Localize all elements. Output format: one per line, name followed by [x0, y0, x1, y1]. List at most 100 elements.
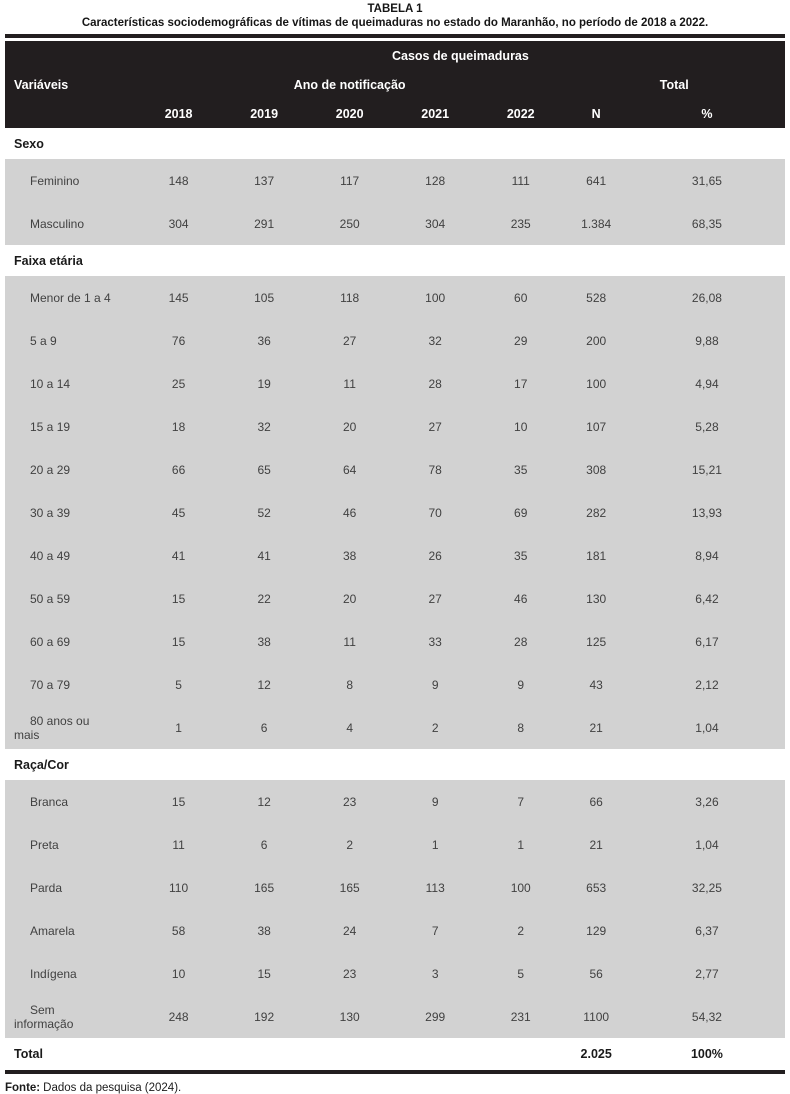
cell-value: 3 [392, 952, 478, 995]
table-row: Feminino 148 137 117 128 111 641 31,65 [5, 159, 785, 202]
year-group-header: Ano de notificação [135, 70, 564, 99]
table-row: Parda 110 165 165 113 100 653 32,25 [5, 866, 785, 909]
table-row: 5 a 9 76 36 27 32 29 200 9,88 [5, 319, 785, 362]
cell-value: 105 [221, 276, 307, 319]
cell-value: 26,08 [628, 276, 785, 319]
row-label: Masculino [5, 202, 136, 245]
row-label: Preta [5, 823, 136, 866]
cell-value: 653 [563, 866, 629, 909]
table-row: Menor de 1 a 4 145 105 118 100 60 528 26,08 [5, 276, 785, 319]
cell-value: 21 [563, 706, 629, 749]
header-blank-cell [5, 99, 136, 128]
cell-value: 250 [306, 202, 393, 245]
source-label: Fonte: [5, 1082, 41, 1094]
cell-value: 9 [477, 663, 564, 706]
cell-value: 308 [563, 448, 629, 491]
cell-value: 26 [392, 534, 478, 577]
cell-value: 3,26 [628, 780, 785, 823]
cell-value: 2 [306, 823, 393, 866]
bottom-rule [5, 1070, 785, 1074]
cell-value: 15,21 [628, 448, 785, 491]
cell-value: 58 [135, 909, 222, 952]
cell-value: 32 [221, 405, 307, 448]
cell-value: 35 [477, 534, 564, 577]
cell-value: 8,94 [628, 534, 785, 577]
table-header: Casos de queimaduras Variáveis Ano de no… [5, 41, 785, 128]
cell-value: 10 [477, 405, 564, 448]
cell-value: 1,04 [628, 823, 785, 866]
row-label: 40 a 49 [5, 534, 136, 577]
cell-value: 28 [392, 362, 478, 405]
cell-value: 235 [477, 202, 564, 245]
cell-value: 36 [221, 319, 307, 362]
cell-value: 64 [306, 448, 393, 491]
section-title: Faixa etária [5, 245, 785, 276]
cell-value: 43 [563, 663, 629, 706]
cell-value: 118 [306, 276, 393, 319]
total-cell-2018 [135, 1038, 222, 1069]
cell-value: 1,04 [628, 706, 785, 749]
row-label: Amarela [5, 909, 136, 952]
cell-value: 29 [477, 319, 564, 362]
total-group-header: Total [563, 70, 785, 99]
row-label: Parda [5, 866, 136, 909]
cell-value: 41 [221, 534, 307, 577]
cell-value: 100 [477, 866, 564, 909]
cell-value: 117 [306, 159, 393, 202]
cell-value: 282 [563, 491, 629, 534]
cell-value: 304 [392, 202, 478, 245]
cell-value: 41 [135, 534, 222, 577]
cell-value: 46 [306, 491, 393, 534]
total-cell-n: 2.025 [563, 1038, 629, 1069]
row-label: Feminino [5, 159, 136, 202]
cell-value: 23 [306, 952, 393, 995]
cell-value: 1.384 [563, 202, 629, 245]
cell-value: 27 [392, 405, 478, 448]
cell-value: 23 [306, 780, 393, 823]
cell-value: 10 [135, 952, 222, 995]
cell-value: 38 [221, 620, 307, 663]
cell-value: 13,93 [628, 491, 785, 534]
cell-value: 20 [306, 405, 393, 448]
cell-value: 130 [306, 995, 393, 1038]
row-label: Menor de 1 a 4 [5, 276, 136, 319]
col-header-2022: 2022 [477, 99, 564, 128]
cases-group-header: Casos de queimaduras [135, 41, 785, 70]
cell-value: 38 [306, 534, 393, 577]
cell-value: 11 [306, 362, 393, 405]
cell-value: 11 [135, 823, 222, 866]
total-cell-2019 [221, 1038, 307, 1069]
row-label: 70 a 79 [5, 663, 136, 706]
row-label: 30 a 39 [5, 491, 136, 534]
cell-value: 32,25 [628, 866, 785, 909]
row-label: 20 a 29 [5, 448, 136, 491]
cell-value: 33 [392, 620, 478, 663]
cell-value: 4 [306, 706, 393, 749]
cell-value: 6,42 [628, 577, 785, 620]
table-row: 50 a 59 15 22 20 27 46 130 6,42 [5, 577, 785, 620]
cell-value: 22 [221, 577, 307, 620]
section-title: Sexo [5, 128, 785, 159]
cell-value: 7 [392, 909, 478, 952]
cell-value: 110 [135, 866, 222, 909]
cell-value: 304 [135, 202, 222, 245]
table-row: Masculino 304 291 250 304 235 1.384 68,35 [5, 202, 785, 245]
cell-value: 125 [563, 620, 629, 663]
cell-value: 15 [135, 620, 222, 663]
table-body: Sexo Feminino 148 137 117 128 111 641 31,65 Mascu… [5, 128, 785, 1069]
cell-value: 78 [392, 448, 478, 491]
cell-value: 68,35 [628, 202, 785, 245]
cell-value: 1 [392, 823, 478, 866]
source-note: Fonte: Dados da pesquisa (2024). [5, 1082, 785, 1094]
cell-value: 27 [392, 577, 478, 620]
cell-value: 8 [306, 663, 393, 706]
section-header-row: Faixa etária [5, 245, 785, 276]
table-row: 40 a 49 41 41 38 26 35 181 8,94 [5, 534, 785, 577]
cell-value: 11 [306, 620, 393, 663]
cell-value: 181 [563, 534, 629, 577]
cell-value: 5,28 [628, 405, 785, 448]
col-header-percent: % [628, 99, 785, 128]
cell-value: 66 [135, 448, 222, 491]
section-title: Raça/Cor [5, 749, 785, 780]
